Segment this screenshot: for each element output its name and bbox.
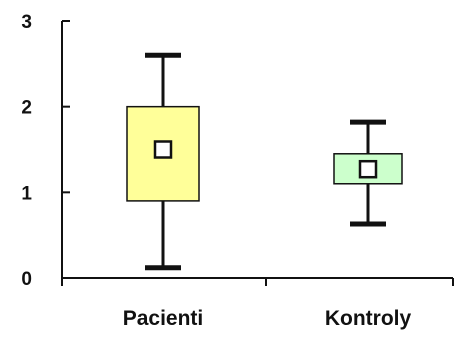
boxes-layer — [126, 52, 403, 271]
y-tick-label: 3 — [21, 12, 32, 33]
category-label: Kontroly — [325, 307, 412, 330]
box-pacienti — [126, 52, 200, 271]
median-marker — [358, 159, 378, 179]
box-kontroly — [333, 119, 403, 227]
category-label: Pacienti — [123, 307, 204, 330]
y-tick-label: 0 — [21, 269, 32, 290]
median-marker — [153, 140, 173, 159]
y-tick-label: 1 — [21, 183, 32, 204]
labels-layer: 0 1 2 3 Pacienti Kontroly — [21, 12, 411, 330]
y-tick-label: 2 — [21, 98, 32, 119]
axes-layer — [61, 20, 454, 286]
